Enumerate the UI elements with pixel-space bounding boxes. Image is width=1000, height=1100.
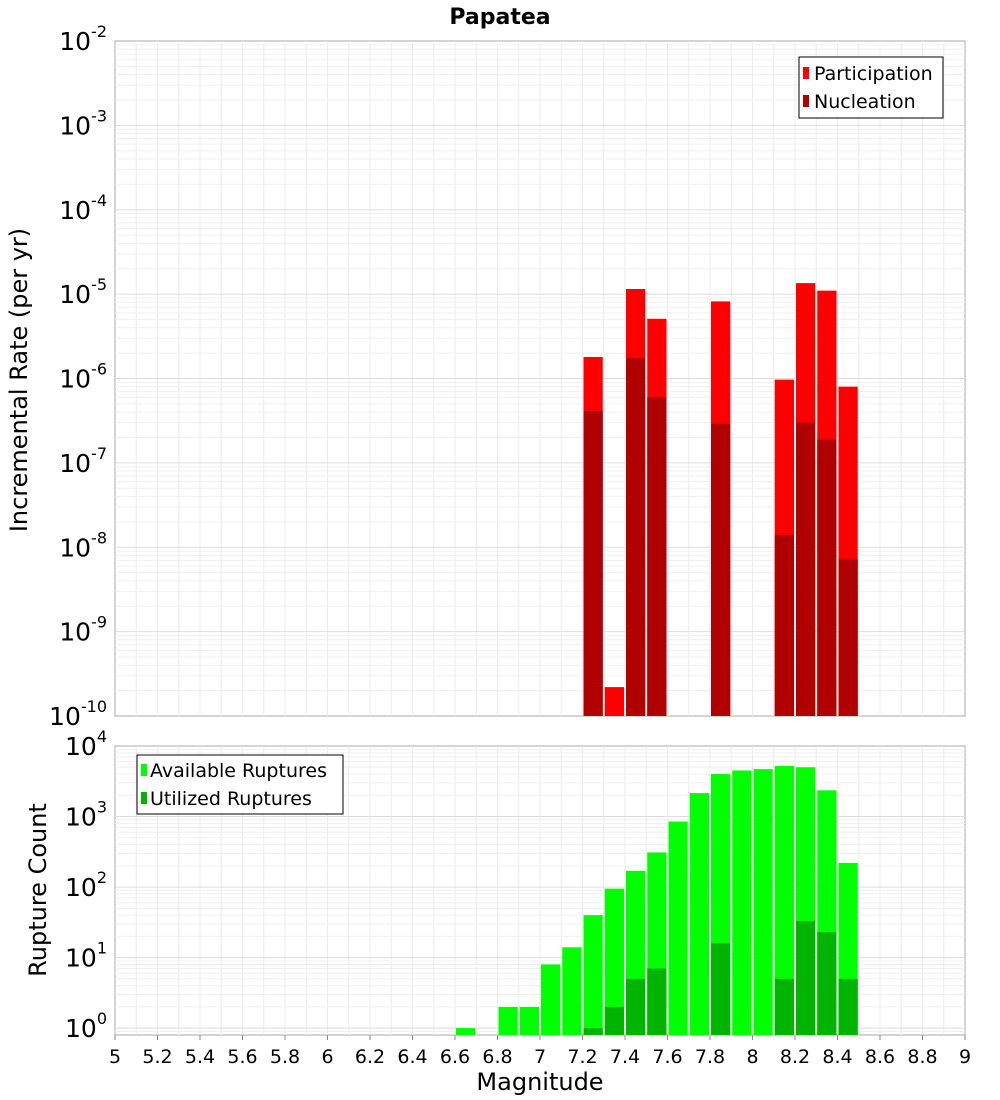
bar-nucleation-8.15 [774, 534, 794, 716]
y-tick-label: 10-7 [59, 444, 107, 478]
legend-label-utilized: Utilized Ruptures [150, 788, 312, 810]
y-tick-label: 103 [65, 798, 107, 832]
x-tick-label: 5.8 [270, 1046, 300, 1068]
y-tick-label: 10-3 [59, 106, 107, 140]
bar-nucleation-7.25 [583, 411, 603, 716]
legend-label-participation: Participation [814, 63, 933, 85]
chart-title: Papatea [449, 5, 550, 30]
rate-legend: Participation Nucleation [798, 56, 944, 119]
count-bars [456, 766, 858, 1035]
count-legend-box [136, 754, 344, 815]
y-tick-label: 10-8 [59, 528, 107, 562]
bar-available-ruptures-7.75 [689, 793, 709, 1035]
rate-y-ticks: 10-2 10-3 10-4 10-5 10-6 10-7 10-8 10-9 10-10 [49, 22, 107, 731]
rate-y-axis-label: Incremental Rate (per yr) [5, 228, 33, 532]
x-tick-label: 6 [321, 1046, 333, 1068]
bar-available-ruptures-6.95 [519, 1006, 539, 1035]
bar-nucleation-8.35 [817, 439, 837, 716]
x-tick-label: 6.2 [355, 1046, 385, 1068]
bar-utilized-ruptures-8.45 [838, 978, 858, 1035]
y-tick-label: 100 [65, 1009, 107, 1043]
bar-nucleation-8.45 [838, 559, 858, 716]
rate-panel: 10-2 10-3 10-4 10-5 10-6 10-7 10-8 10-9 10-10 In… [5, 22, 966, 731]
legend-swatch-available [141, 764, 147, 776]
legend-label-available: Available Ruptures [150, 760, 327, 782]
bar-available-ruptures-7.95 [732, 770, 752, 1035]
y-tick-label: 10-2 [59, 22, 107, 56]
bar-utilized-ruptures-8.25 [796, 921, 816, 1035]
y-tick-label: 10-4 [59, 191, 107, 225]
rate-legend-box [798, 56, 944, 119]
bar-utilized-ruptures-8.15 [774, 978, 794, 1035]
bar-nucleation-7.55 [647, 397, 667, 716]
bar-nucleation-7.85 [711, 423, 731, 716]
y-tick-label: 10-5 [59, 275, 107, 309]
x-tick-label: 6.6 [440, 1046, 470, 1068]
bar-available-ruptures-6.85 [498, 1006, 518, 1035]
count-legend: Available Ruptures Utilized Ruptures [136, 754, 344, 815]
x-tick-label: 6.4 [397, 1046, 427, 1068]
x-tick-label: 7.8 [695, 1046, 725, 1068]
x-ticks: 5 5.2 5.4 5.6 5.8 6 6.2 6.4 6.6 6.8 7 7.2 7.4 7.6 7.8 8… [109, 1035, 971, 1068]
x-tick-label: 5 [109, 1046, 121, 1068]
bar-available-ruptures-8.05 [753, 769, 773, 1035]
bar-utilized-ruptures-7.35 [604, 1006, 624, 1035]
bar-available-ruptures-8.15 [774, 766, 794, 1035]
bar-participation-7.35 [604, 687, 624, 716]
count-y-ticks: 104 103 102 101 100 [65, 727, 107, 1043]
bar-utilized-ruptures-8.35 [817, 932, 837, 1035]
x-tick-label: 7 [534, 1046, 546, 1068]
x-tick-label: 7.6 [652, 1046, 682, 1068]
y-tick-label: 104 [65, 727, 107, 761]
x-tick-label: 7.4 [610, 1046, 640, 1068]
legend-swatch-nucleation [803, 95, 809, 107]
bar-available-ruptures-7.25 [583, 915, 603, 1035]
x-tick-label: 5.4 [185, 1046, 215, 1068]
x-tick-label: 8.6 [865, 1046, 895, 1068]
y-tick-label: 10-6 [59, 360, 107, 394]
legend-swatch-utilized [141, 792, 147, 804]
rate-bars [583, 283, 858, 716]
x-tick-label: 6.8 [482, 1046, 512, 1068]
x-tick-label: 8.2 [780, 1046, 810, 1068]
bar-utilized-ruptures-7.85 [711, 943, 731, 1035]
y-tick-label: 101 [65, 939, 107, 973]
y-tick-label: 102 [65, 868, 107, 902]
count-panel: 104 103 102 101 100 5 5.2 5.4 5.6 5.8 6 6.2 6.4 6.6 6… [24, 727, 971, 1096]
bar-available-ruptures-6.65 [456, 1028, 476, 1035]
bar-nucleation-8.25 [796, 422, 816, 716]
x-tick-label: 9 [959, 1046, 971, 1068]
bar-available-ruptures-7.35 [604, 888, 624, 1035]
bar-utilized-ruptures-7.45 [626, 978, 646, 1035]
x-axis-label: Magnitude [476, 1068, 603, 1096]
x-tick-label: 8.8 [907, 1046, 937, 1068]
x-tick-label: 7.2 [567, 1046, 597, 1068]
legend-label-nucleation: Nucleation [814, 91, 916, 113]
bar-available-ruptures-7.65 [668, 821, 688, 1035]
bar-nucleation-7.45 [626, 357, 646, 716]
bar-available-ruptures-7.05 [541, 964, 561, 1035]
bar-utilized-ruptures-7.55 [647, 968, 667, 1035]
rate-gridlines [115, 41, 965, 716]
legend-swatch-participation [803, 67, 809, 79]
bar-available-ruptures-7.15 [562, 947, 582, 1035]
bar-utilized-ruptures-7.25 [583, 1028, 603, 1035]
x-tick-label: 5.2 [142, 1046, 172, 1068]
count-y-axis-label: Rupture Count [24, 803, 52, 977]
y-tick-label: 10-10 [49, 697, 107, 731]
y-tick-label: 10-9 [59, 613, 107, 647]
x-tick-label: 8 [746, 1046, 758, 1068]
x-tick-label: 5.6 [227, 1046, 257, 1068]
x-tick-label: 8.4 [822, 1046, 852, 1068]
